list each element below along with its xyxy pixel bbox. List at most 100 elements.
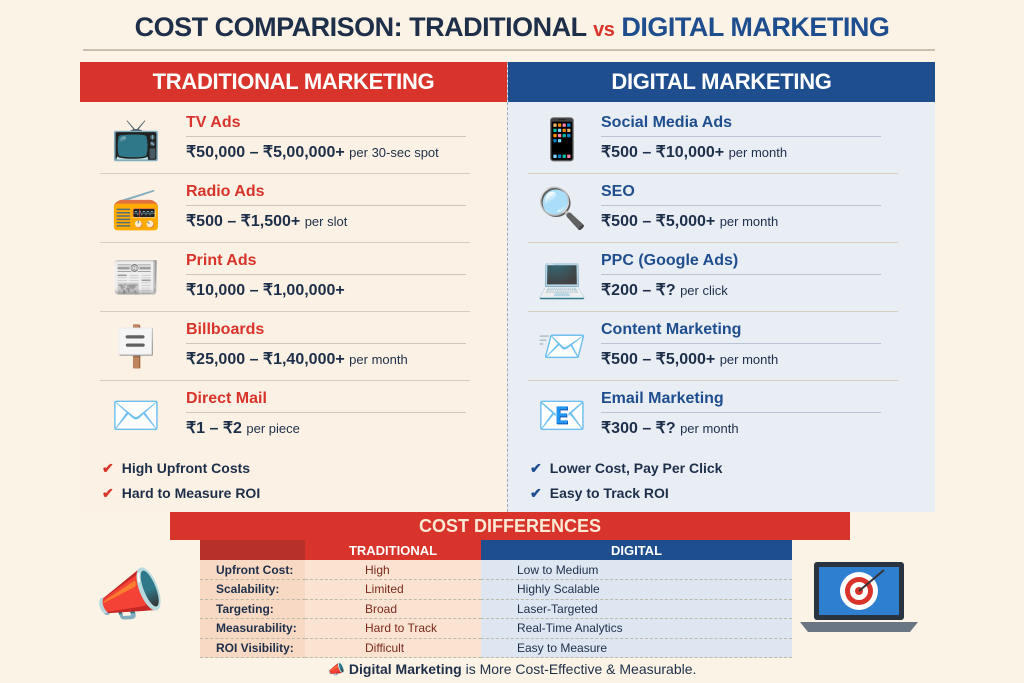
item-name: Billboards	[186, 321, 265, 338]
page-title: COST COMPARISON: TRADITIONAL vs DIGITAL …	[0, 12, 1024, 43]
item-name: Print Ads	[186, 252, 257, 269]
footer-rest: is More Cost-Effective & Measurable.	[465, 661, 697, 677]
list-item: 🪧 Billboards ₹25,000 – ₹1,40,000+ per mont…	[80, 313, 480, 381]
item-name: Email Marketing	[601, 390, 724, 407]
title-vs: vs	[593, 19, 615, 41]
checkmark-icon: ✔	[530, 460, 542, 476]
seo-magnifier-icon: 🔍	[537, 186, 587, 231]
price-range: ₹500 – ₹5,000+	[601, 213, 716, 230]
traditional-panel: TRADITIONAL MARKETING 📺 TV Ads ₹50,000 – ₹…	[80, 62, 507, 512]
item-divider	[601, 343, 881, 344]
checkmark-icon: ✔	[102, 485, 114, 501]
price-range: ₹500 – ₹5,000+	[601, 351, 716, 368]
price-range: ₹1 – ₹2	[186, 420, 242, 437]
list-item: 📻 Radio Ads ₹500 – ₹1,500+ per slot	[80, 175, 480, 243]
price-unit: per piece	[246, 421, 300, 436]
table-row: Measurability: Hard to Track Real-Time Ana…	[200, 618, 792, 639]
cost-differences-table: TRADITIONAL DIGITAL Upfront Cost: High Low…	[200, 540, 792, 658]
price-range: ₹500 – ₹1,500+	[186, 213, 301, 230]
table-row: Upfront Cost: High Low to Medium	[200, 560, 792, 580]
check-item: ✔ Easy to Track ROI	[530, 485, 669, 502]
list-item: 📰 Print Ads ₹10,000 – ₹1,00,000+	[80, 244, 480, 312]
row-divider	[528, 242, 898, 243]
price-unit: per month	[719, 352, 779, 367]
item-name: TV Ads	[186, 114, 241, 131]
item-divider	[186, 274, 466, 275]
table-cell: Low to Medium	[481, 560, 792, 580]
item-price: ₹50,000 – ₹5,00,000+ per 30-sec spot	[186, 142, 439, 162]
table-row: Scalability: Limited Highly Scalable	[200, 579, 792, 600]
table-cell: Measurability:	[200, 618, 305, 639]
item-name: Direct Mail	[186, 390, 267, 407]
traditional-heading: TRADITIONAL MARKETING	[80, 62, 507, 102]
item-name: Radio Ads	[186, 183, 265, 200]
cost-differences-heading: COST DIFFERENCES	[170, 512, 850, 540]
check-item: ✔ High Upfront Costs	[102, 460, 250, 477]
item-price: ₹1 – ₹2 per piece	[186, 418, 300, 438]
item-price: ₹500 – ₹5,000+ per month	[601, 211, 778, 231]
footer-note: 📣 Digital Marketing is More Cost-Effecti…	[327, 661, 697, 677]
list-item: ✉️ Direct Mail ₹1 – ₹2 per piece	[80, 382, 480, 450]
check-item: ✔ Hard to Measure ROI	[102, 485, 260, 502]
table-cell: Scalability:	[200, 579, 305, 600]
price-range: ₹300 – ₹?	[601, 420, 676, 437]
check-label: High Upfront Costs	[121, 460, 251, 476]
item-price: ₹500 – ₹1,500+ per slot	[186, 211, 347, 231]
item-price: ₹500 – ₹10,000+ per month	[601, 142, 787, 162]
check-item: ✔ Lower Cost, Pay Per Click	[530, 460, 722, 477]
email-icon: 📧	[537, 393, 587, 438]
check-label: Lower Cost, Pay Per Click	[549, 460, 723, 476]
table-cell: Upfront Cost:	[200, 560, 305, 580]
price-unit: per click	[680, 283, 728, 298]
item-price: ₹500 – ₹5,000+ per month	[601, 349, 778, 369]
table-header-row: TRADITIONAL DIGITAL	[200, 540, 792, 560]
item-divider	[186, 412, 466, 413]
price-unit: per 30-sec spot	[349, 145, 439, 160]
table-cell: Laser-Targeted	[481, 599, 792, 619]
item-divider	[186, 136, 466, 137]
item-divider	[186, 343, 466, 344]
list-item: 📧 Email Marketing ₹300 – ₹? per month	[508, 382, 908, 450]
price-unit: per month	[719, 214, 779, 229]
row-divider	[100, 173, 470, 174]
table-cell: Easy to Measure	[481, 638, 792, 658]
table-cell: Real-Time Analytics	[481, 618, 792, 639]
table-header: DIGITAL	[481, 540, 792, 560]
list-item: 🔍 SEO ₹500 – ₹5,000+ per month	[508, 175, 908, 243]
content-envelope-icon: 📨	[537, 324, 587, 369]
envelope-icon: ✉️	[111, 393, 161, 438]
checkmark-icon: ✔	[102, 460, 114, 476]
item-divider	[601, 274, 881, 275]
table-cell: Limited	[305, 579, 481, 600]
item-divider	[601, 412, 881, 413]
list-item: 📺 TV Ads ₹50,000 – ₹5,00,000+ per 30-sec s…	[80, 106, 480, 174]
item-name: Social Media Ads	[601, 114, 732, 131]
price-range: ₹10,000 – ₹1,00,000+	[186, 282, 345, 299]
list-item: 💻 PPC (Google Ads) ₹200 – ₹? per click	[508, 244, 908, 312]
price-unit: per month	[349, 352, 408, 367]
billboard-icon: 🪧	[111, 324, 161, 369]
table-cell: ROI Visibility:	[200, 638, 305, 658]
row-divider	[528, 173, 898, 174]
row-divider	[528, 311, 898, 312]
price-range: ₹500 – ₹10,000+	[601, 144, 725, 161]
price-unit: per month	[680, 421, 739, 436]
item-name: Content Marketing	[601, 321, 742, 338]
price-unit: per month	[728, 145, 788, 160]
newspaper-icon: 📰	[111, 255, 161, 300]
title-part1: COST COMPARISON: TRADITIONAL	[134, 12, 587, 42]
row-divider	[100, 311, 470, 312]
laptop-target-icon	[800, 562, 918, 632]
item-price: ₹25,000 – ₹1,40,000+ per month	[186, 349, 408, 369]
table-header: TRADITIONAL	[305, 540, 481, 560]
item-divider	[601, 205, 881, 206]
item-divider	[601, 136, 881, 137]
table-cell: Highly Scalable	[481, 579, 792, 600]
price-range: ₹25,000 – ₹1,40,000+	[186, 351, 345, 368]
table-cell: High	[305, 560, 481, 580]
list-item: 📨 Content Marketing ₹500 – ₹5,000+ per mon…	[508, 313, 908, 381]
row-divider	[528, 380, 898, 381]
checkmark-icon: ✔	[530, 485, 542, 501]
item-name: SEO	[601, 183, 635, 200]
table-cell: Targeting:	[200, 599, 305, 619]
